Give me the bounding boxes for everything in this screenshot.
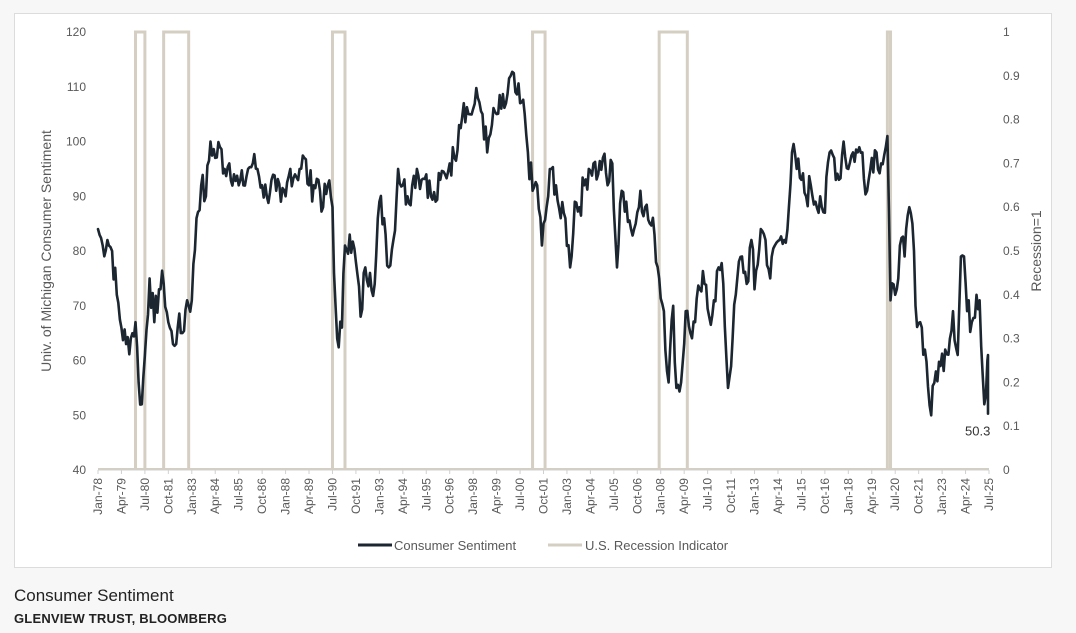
x-tick-label: Apr-09: [677, 478, 691, 514]
y2-tick-label: 0.6: [1003, 200, 1020, 214]
x-tick-label: Jul-90: [325, 478, 339, 511]
x-tick-label: Apr-04: [583, 478, 597, 514]
chart-frame: 40 50 60 70 80 90 100 110 120 0 0.1 0.2 0.3 0.4 0.5 0.6…: [14, 13, 1052, 568]
x-tick-label: Jul-20: [888, 478, 902, 511]
y2-tick-label: 0: [1003, 463, 1010, 477]
x-tick-label: Jan-13: [748, 478, 762, 515]
x-tick-label: Oct-06: [630, 478, 644, 514]
chart-caption-title: Consumer Sentiment: [14, 586, 174, 605]
y2-tick-label: 0.3: [1003, 332, 1020, 346]
y2-tick-label: 0.5: [1003, 244, 1020, 258]
y2-tick-label: 0.4: [1003, 288, 1020, 302]
x-tick-label: Oct-81: [161, 478, 175, 514]
legend-label-sentiment: Consumer Sentiment: [394, 538, 516, 553]
x-tick-label: Apr-14: [771, 478, 785, 514]
x-tick-label: Oct-16: [818, 478, 832, 514]
legend-label-recession: U.S. Recession Indicator: [585, 538, 729, 553]
x-tick-label: Jan-83: [185, 478, 199, 515]
y-tick-label: 90: [73, 189, 87, 203]
recession-period: [134, 30, 147, 470]
x-tick-label: Jul-25: [982, 478, 996, 511]
x-tick-label: Jul-10: [701, 478, 715, 511]
recession-period: [162, 30, 191, 470]
x-tick-label: Jan-93: [372, 478, 386, 515]
x-tick-label: Oct-91: [349, 478, 363, 514]
chart-axes: 40 50 60 70 80 90 100 110 120 0 0.1 0.2 0.3 0.4 0.5 0.6…: [66, 25, 1020, 515]
chart-source: GLENVIEW TRUST, BLOOMBERG: [14, 611, 227, 626]
x-tick-label: Apr-99: [490, 478, 504, 514]
x-tick-label: Apr-89: [302, 478, 316, 514]
last-value-annotation: 50.3: [965, 424, 990, 439]
x-tick-label: Oct-96: [443, 478, 457, 514]
x-tick-label: Oct-21: [912, 478, 926, 514]
y-tick-label: 80: [73, 244, 87, 258]
chart-legend: Consumer Sentiment U.S. Recession Indicat…: [358, 538, 729, 553]
x-tick-label: Oct-01: [537, 478, 551, 514]
y-tick-label: 60: [73, 354, 87, 368]
x-tick-label: Jan-08: [654, 478, 668, 515]
y-tick-label: 70: [73, 299, 87, 313]
sentiment-series: [96, 70, 990, 417]
y2-tick-label: 1: [1003, 25, 1010, 39]
x-tick-label: Jul-15: [794, 478, 808, 511]
y-tick-label: 110: [67, 80, 86, 94]
sentiment-line: [96, 70, 990, 417]
x-tick-label: Jul-85: [232, 478, 246, 511]
y2-tick-label: 0.7: [1003, 156, 1020, 170]
y2-tick-label: 0.9: [1003, 69, 1020, 83]
y2-tick-label: 0.2: [1003, 375, 1020, 389]
x-tick-label: Oct-11: [724, 478, 738, 513]
y-tick-label: 40: [73, 463, 87, 477]
consumer-sentiment-chart: 40 50 60 70 80 90 100 110 120 0 0.1 0.2 0.3 0.4 0.5 0.6…: [38, 25, 1044, 553]
x-tick-label: Jul-00: [513, 478, 527, 511]
x-tick-label: Jan-88: [279, 478, 293, 515]
recession-series: [98, 30, 989, 470]
y-axis-title: Univ. of Michigan Consumer Sentiment: [38, 130, 54, 372]
y-tick-label: 100: [66, 135, 86, 149]
x-tick-label: Jul-95: [419, 478, 433, 511]
y2-tick-label: 0.1: [1003, 419, 1020, 433]
x-tick-label: Apr-84: [208, 478, 222, 514]
x-tick-label: Oct-86: [255, 478, 269, 514]
x-tick-label: Jan-78: [91, 478, 105, 515]
x-tick-label: Jan-23: [935, 478, 949, 515]
y-tick-label: 50: [73, 408, 87, 422]
chart-labels: Univ. of Michigan Consumer Sentiment Rece…: [38, 130, 1044, 439]
y2-tick-label: 0.8: [1003, 113, 1020, 127]
x-tick-label: Apr-94: [396, 478, 410, 514]
x-tick-label: Jul-05: [607, 478, 621, 511]
x-tick-label: Jan-18: [841, 478, 855, 515]
y2-axis-title: Recession=1: [1028, 210, 1044, 292]
x-tick-label: Apr-79: [114, 478, 128, 514]
x-tick-label: Jan-98: [466, 478, 480, 515]
y-tick-label: 120: [66, 25, 86, 39]
recession-period: [657, 30, 689, 470]
recession-period: [531, 30, 547, 470]
x-tick-label: Apr-19: [865, 478, 879, 514]
x-tick-label: Jul-80: [138, 478, 152, 511]
x-tick-label: Apr-24: [959, 478, 973, 514]
x-tick-label: Jan-03: [560, 478, 574, 515]
